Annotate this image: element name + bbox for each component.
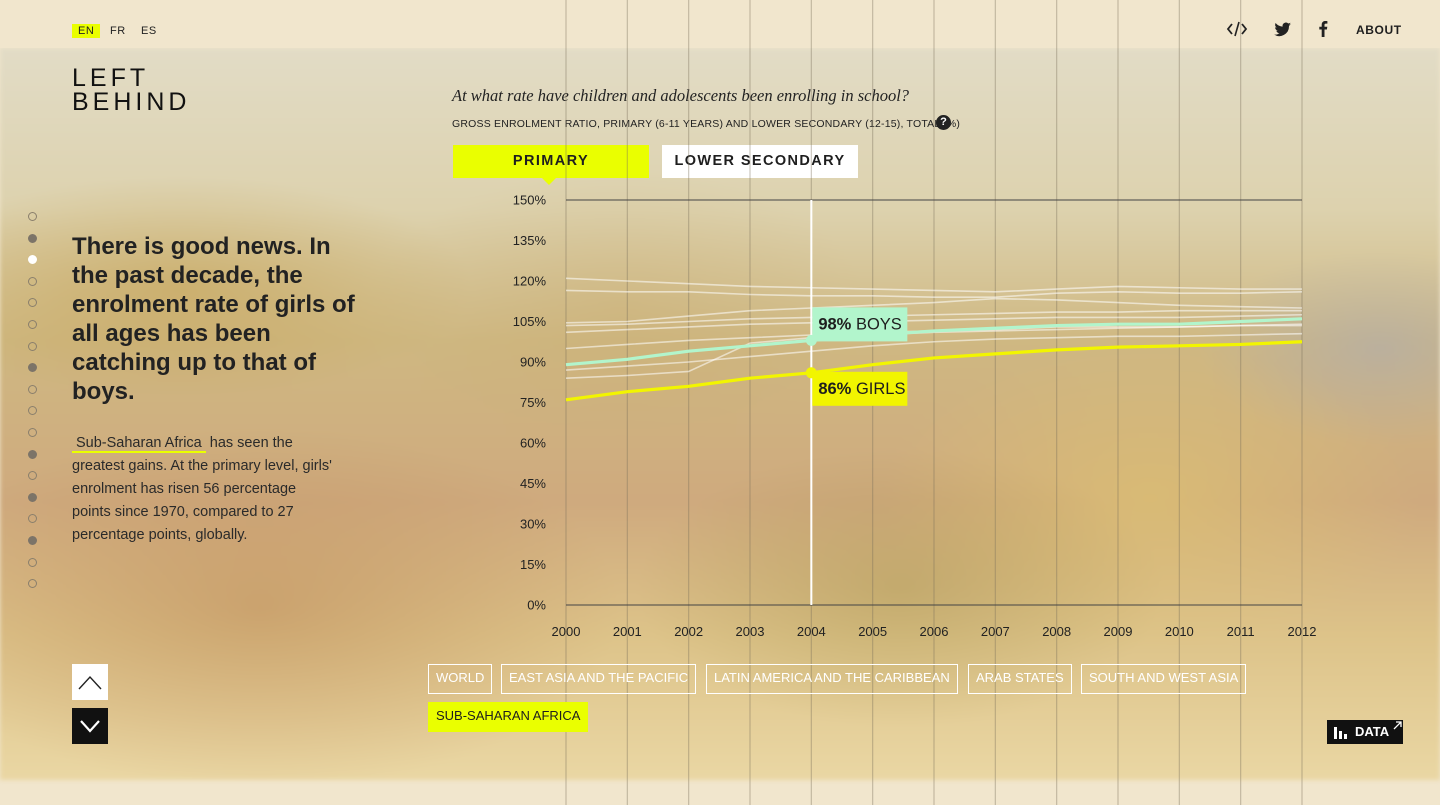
background-region-line [565, 277, 1302, 293]
x-tick-label: 2006 [920, 624, 949, 639]
girls-label-text: 86% GIRLS [818, 380, 905, 398]
language-en[interactable]: EN [72, 24, 101, 38]
story-step-dot[interactable] [28, 514, 37, 524]
boys-label-box [812, 307, 908, 342]
story-step-dot[interactable] [28, 492, 37, 502]
y-tick-label: 75% [520, 395, 546, 410]
story-step-dot[interactable] [28, 384, 37, 394]
y-tick-label: 150% [513, 193, 547, 208]
story-step-dot[interactable] [28, 579, 37, 589]
logo-line-2: BEHIND [72, 88, 191, 116]
story-step-dot[interactable] [28, 536, 37, 545]
logo-line-1: LEFT [72, 64, 150, 92]
help-icon[interactable]: ? [936, 115, 951, 130]
background-region-line [565, 297, 1303, 324]
story-step-dot[interactable] [28, 449, 37, 459]
data-button-label: DATA [1355, 724, 1390, 739]
y-tick-label: 90% [520, 355, 546, 370]
language-es[interactable]: ES [141, 25, 157, 37]
girls-series-line [565, 340, 1303, 402]
background-region-line [565, 309, 1302, 327]
y-tick-label: 45% [520, 476, 546, 491]
story-step-dot[interactable] [28, 298, 37, 308]
region-button-world[interactable]: WORLD [428, 664, 493, 694]
top-bar [0, 0, 1440, 48]
story-step-dot[interactable] [28, 212, 37, 221]
previous-step-button[interactable] [72, 664, 108, 700]
y-tick-label: 30% [520, 517, 546, 532]
external-link-icon [1393, 721, 1402, 730]
y-tick-label: 15% [520, 557, 546, 572]
story-step-dot[interactable] [28, 363, 37, 373]
chart-subtitle: GROSS ENROLMENT RATIO, PRIMARY (6-11 YEA… [452, 118, 961, 130]
x-tick-label: 2005 [858, 624, 887, 639]
chart-question: At what rate have children and adolescen… [452, 86, 910, 105]
x-tick-label: 2008 [1042, 624, 1071, 639]
story-step-dot[interactable] [28, 341, 37, 351]
x-tick-label: 2007 [981, 624, 1010, 639]
x-tick-label: 2010 [1165, 624, 1194, 639]
about-link[interactable]: ABOUT [1356, 23, 1402, 37]
region-button-latin-america-caribbean[interactable]: LATIN AMERICA AND THE CARIBBEAN [706, 664, 958, 694]
story-step-dot[interactable] [28, 406, 37, 416]
next-step-button[interactable] [72, 708, 108, 744]
chevron-up-icon [78, 675, 102, 690]
background-region-line [565, 313, 1303, 334]
data-button[interactable]: DATA [1327, 720, 1403, 744]
story-step-dot[interactable] [28, 557, 37, 567]
region-button-sub-saharan-africa[interactable]: SUB-SAHARAN AFRICA [428, 702, 589, 732]
y-tick-label: 135% [513, 233, 547, 248]
girls-label-box [812, 371, 908, 406]
boys-series-line [565, 317, 1303, 367]
story-body: Sub-Saharan Africa has seen the greatest… [72, 432, 332, 547]
boys-label-text: 98% BOYS [818, 315, 901, 333]
background-region-line [565, 332, 1303, 371]
chevron-down-icon [80, 720, 100, 733]
facebook-icon[interactable] [1312, 18, 1334, 40]
background-region-line [565, 289, 1303, 299]
tab-primary[interactable]: PRIMARY [453, 145, 649, 185]
region-highlight[interactable]: Sub-Saharan Africa [72, 435, 206, 453]
x-tick-label: 2009 [1104, 624, 1133, 639]
logo[interactable]: LEFT BEHIND [72, 64, 191, 116]
story-step-dot[interactable] [28, 471, 37, 481]
region-button-arab-states[interactable]: ARAB STATES [968, 664, 1072, 694]
language-fr[interactable]: FR [110, 25, 126, 37]
region-button-south-west-asia[interactable]: SOUTH AND WEST ASIA [1081, 664, 1247, 694]
story-step-dot[interactable] [28, 233, 37, 243]
x-tick-label: 2002 [674, 624, 703, 639]
story-headline: There is good news. In the past decade, … [72, 233, 355, 405]
x-tick-label: 2003 [736, 624, 765, 639]
y-tick-label: 120% [513, 274, 547, 289]
tab-lower-secondary[interactable]: LOWER SECONDARY [662, 145, 858, 178]
x-tick-label: 2011 [1227, 624, 1255, 639]
code-icon[interactable] [1226, 18, 1248, 40]
x-tick-label: 2012 [1288, 624, 1317, 639]
y-tick-label: 105% [513, 314, 547, 329]
x-tick-label: 2000 [552, 624, 581, 639]
y-tick-label: 60% [520, 436, 546, 451]
story-step-dot[interactable] [28, 276, 37, 286]
twitter-icon[interactable] [1271, 18, 1293, 40]
story-step-dot[interactable] [28, 320, 37, 329]
y-tick-label: 0% [527, 598, 546, 613]
region-button-east-asia-pacific[interactable]: EAST ASIA AND THE PACIFIC [501, 664, 697, 694]
x-tick-label: 2001 [613, 624, 642, 639]
story-step-dot[interactable] [28, 428, 37, 437]
story-body-text: has seen the greatest gains. At the prim… [72, 435, 332, 543]
story-step-dot[interactable] [28, 255, 37, 265]
x-tick-label: 2004 [797, 624, 826, 639]
bar-chart-icon [1334, 727, 1347, 739]
